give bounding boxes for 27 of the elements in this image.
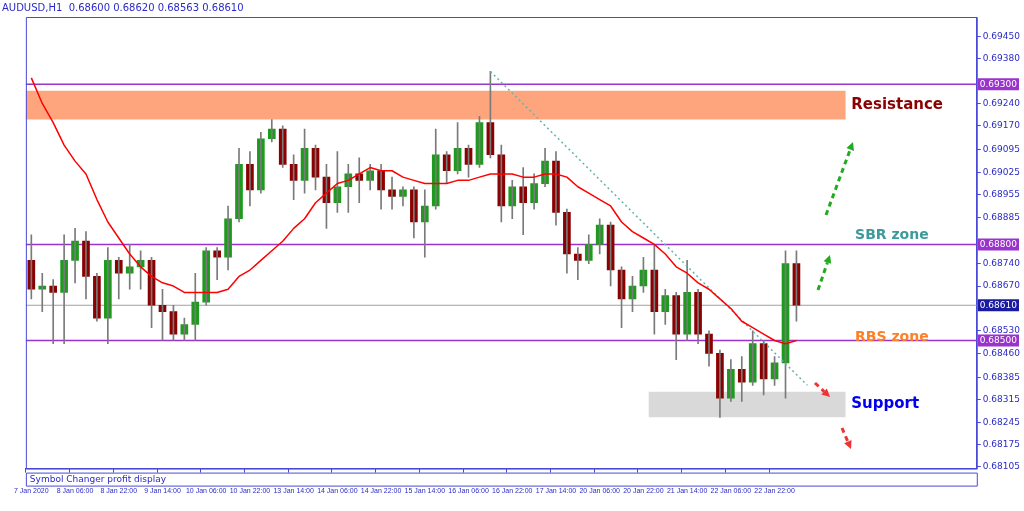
ref-line-label: 0.68800 [979,238,1018,249]
annotation: SBR zone [855,225,929,242]
y-tick-label: 0.69380 [982,52,1021,63]
ref-line-label: 0.68500 [979,334,1018,345]
y-tick-label: 0.69025 [982,166,1020,177]
text: Symbol Changer profit display [29,473,167,484]
y-tick-label: 0.69095 [982,144,1020,155]
y-tick-label: 0.69240 [982,97,1021,108]
y-tick-label: 0.68385 [982,371,1020,382]
y-tick-label: 0.68315 [982,394,1020,405]
y-tick-label: 0.68105 [982,461,1020,472]
band-label: Resistance [851,94,944,113]
chart-title: AUDUSD,H1 0.68600 0.68620 0.68563 0.68610 [2,1,244,13]
y-tick-label: 0.69450 [982,30,1021,41]
ref-line-label: 0.69300 [979,78,1018,89]
y-tick-label: 0.69170 [982,120,1021,131]
band-label: Support [851,394,920,413]
ref-line-label: 0.68610 [979,299,1018,310]
y-tick-label: 0.68670 [982,280,1021,291]
y-tick-label: 0.68460 [982,347,1021,358]
y-tick-label: 0.68740 [982,257,1021,268]
y-tick-label: 0.68955 [982,189,1020,200]
annotation: RBS zone [855,327,929,344]
y-tick-label: 0.68530 [982,325,1021,336]
y-tick-label: 0.68175 [982,438,1020,449]
y-tick-label: 0.68245 [982,416,1020,427]
y-tick-label: 0.68885 [982,211,1020,222]
